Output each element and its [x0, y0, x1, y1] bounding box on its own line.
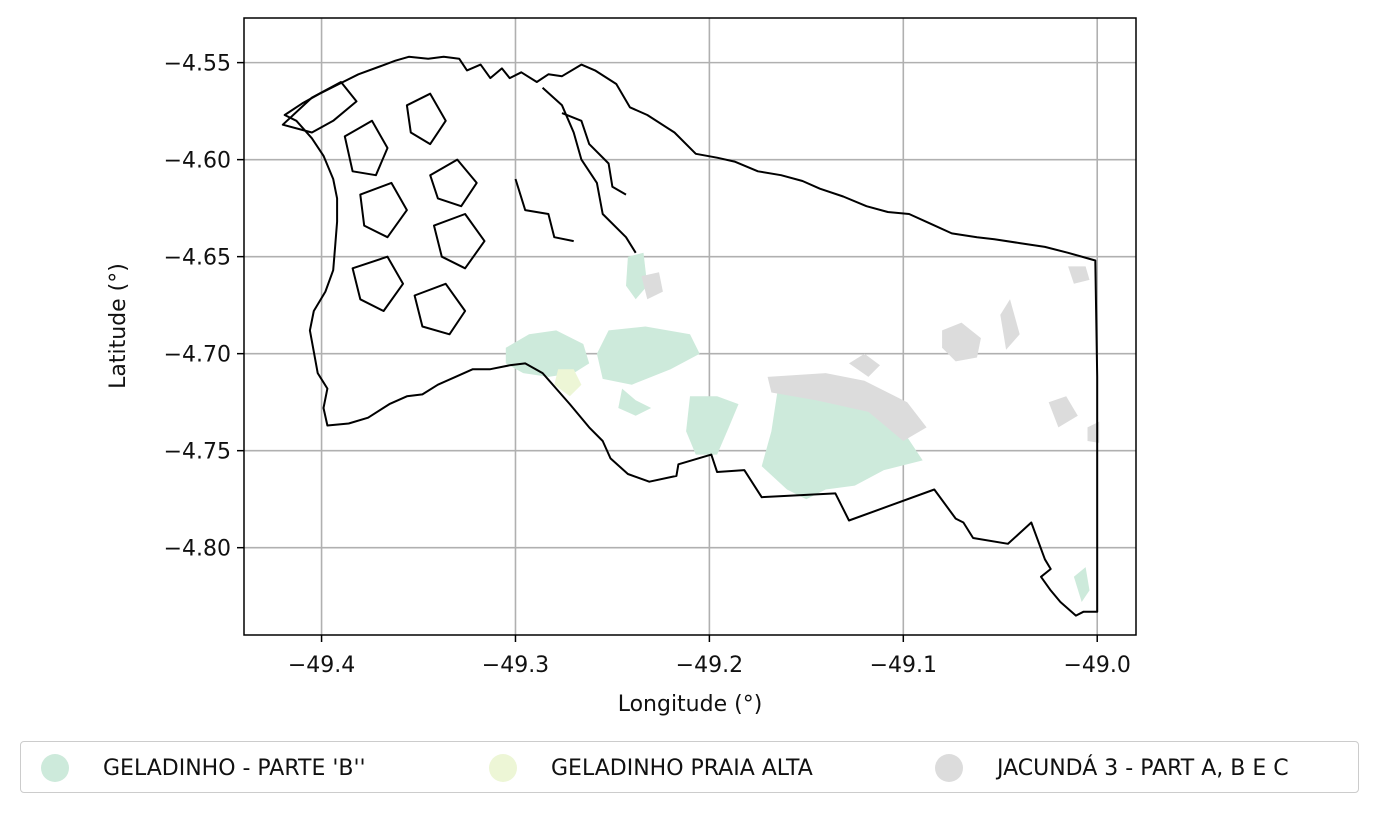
plot-background	[244, 18, 1136, 635]
region-polygon	[686, 396, 739, 455]
island-outline	[351, 255, 404, 312]
island-outline	[359, 181, 408, 239]
island-outline	[405, 92, 447, 146]
y-tick-label: −4.60	[164, 149, 231, 174]
legend-item-geladinho-praia-alta: GELADINHO PRAIA ALTA	[489, 742, 813, 794]
legend-label-geladinho-praia-alta: GELADINHO PRAIA ALTA	[551, 755, 813, 781]
region-polygon	[1000, 299, 1020, 350]
x-tick-label: −49.2	[676, 653, 743, 678]
channel-line	[541, 87, 637, 254]
y-tick-label: −4.55	[164, 52, 231, 77]
island-outline	[413, 282, 467, 336]
x-axis-label: Longitude (°)	[618, 692, 763, 717]
x-tick-label: −49.3	[482, 653, 549, 678]
y-tick-label: −4.65	[164, 246, 231, 271]
x-tick-label: −49.4	[288, 653, 355, 678]
grid-lines	[244, 18, 1136, 635]
legend-item-jacunda-3: JACUNDÁ 3 - PART A, B E C	[935, 742, 1289, 794]
legend-label-jacunda-3: JACUNDÁ 3 - PART A, B E C	[997, 755, 1289, 781]
plot-frame	[243, 17, 1137, 636]
legend-marker-geladinho-praia-alta	[489, 754, 517, 782]
island-outline	[281, 81, 358, 134]
x-tick-label: −49.1	[870, 653, 937, 678]
channel-line	[514, 178, 574, 243]
region-polygon	[767, 373, 927, 441]
legend: GELADINHO - PARTE 'B'' GELADINHO PRAIA A…	[20, 741, 1359, 793]
municipality-boundary	[281, 55, 1099, 617]
region-polygon	[618, 388, 652, 416]
lease-regions	[505, 252, 1100, 602]
y-tick-label: −4.70	[164, 343, 231, 368]
region-polygon	[626, 252, 648, 300]
region-polygon	[641, 272, 663, 300]
island-outline	[433, 213, 486, 270]
region-polygon	[554, 369, 582, 397]
x-tick-label: −49.0	[1064, 653, 1131, 678]
region-polygon	[942, 322, 981, 362]
axis-ticks: −49.4 −49.3 −49.2 −49.1 −49.0 −4.55 −4.60 −4.65…	[164, 52, 1131, 678]
legend-item-geladinho-parte-b: GELADINHO - PARTE 'B''	[41, 742, 366, 794]
island-outline	[429, 158, 478, 208]
channel-line	[561, 112, 627, 196]
legend-marker-jacunda-3	[935, 754, 963, 782]
island-outline	[343, 119, 389, 177]
region-polygon	[596, 326, 700, 385]
y-axis-label: Latitude (°)	[106, 263, 131, 389]
y-tick-label: −4.80	[164, 537, 231, 562]
boundary-outline	[283, 55, 1099, 617]
region-polygon	[849, 353, 880, 377]
region-polygon	[1048, 396, 1078, 428]
region-polygon	[1068, 266, 1090, 284]
legend-label-geladinho-parte-b: GELADINHO - PARTE 'B''	[103, 755, 366, 781]
legend-marker-geladinho-parte-b	[41, 754, 69, 782]
region-polygon	[1073, 567, 1090, 602]
y-tick-label: −4.75	[164, 440, 231, 465]
